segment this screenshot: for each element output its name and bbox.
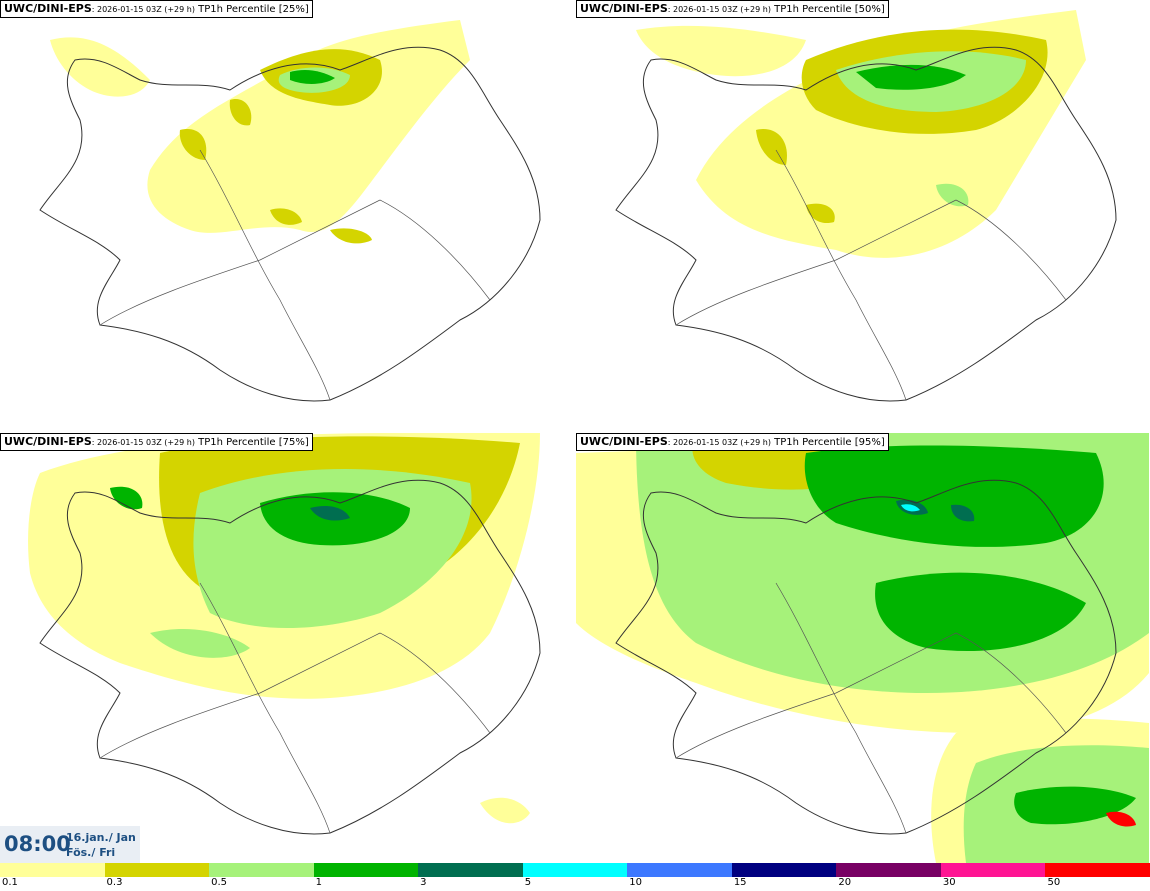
model-label: UWC/DINI-EPS: [580, 435, 668, 448]
map-panel-p75: UWC/DINI-EPS: 2026-01-15 03Z (+29 h) TP1…: [0, 433, 573, 863]
precip-map-p75: [28, 433, 541, 835]
run-label: : 2026-01-15 03Z (+29 h): [667, 5, 771, 14]
precip-field: [576, 433, 1149, 863]
road-network: [675, 582, 1067, 834]
run-label: : 2026-01-15 03Z (+29 h): [91, 5, 195, 14]
valid-date-line1: 16.jan./ Jan: [66, 831, 136, 844]
iceland-coastline: [39, 479, 541, 835]
precip-field: [636, 10, 1086, 258]
panel-title-p25: UWC/DINI-EPS: 2026-01-15 03Z (+29 h) TP1…: [0, 0, 313, 18]
colorbar-swatch: [940, 863, 1046, 877]
colorbar-swatch: [522, 863, 628, 877]
road-network: [675, 149, 1067, 401]
colorbar-tick-label: 3: [420, 877, 427, 888]
precip-field-south: [480, 797, 530, 824]
precip-colorbar: [0, 863, 1150, 877]
colorbar-swatch: [0, 863, 105, 877]
panel-title-p75: UWC/DINI-EPS: 2026-01-15 03Z (+29 h) TP1…: [0, 433, 313, 451]
colorbar-tick-label: 15: [733, 877, 747, 888]
valid-date: 16.jan./ Jan Fös./ Fri: [66, 830, 136, 860]
iceland-coastline: [39, 46, 541, 402]
product-label: TP1h Percentile [25%]: [198, 4, 309, 15]
colorbar-swatch: [731, 863, 837, 877]
colorbar-swatch: [627, 863, 732, 877]
precip-map-p95: [576, 433, 1149, 863]
map-panel-p95: UWC/DINI-EPS: 2026-01-15 03Z (+29 h) TP1…: [576, 433, 1149, 863]
colorbar-tick-label: 10: [629, 877, 642, 888]
precip-field: [28, 433, 540, 699]
road-network: [99, 582, 491, 834]
colorbar-tick-label: 0.3: [106, 877, 123, 888]
run-label: : 2026-01-15 03Z (+29 h): [91, 438, 195, 447]
precip-map-p25: [39, 20, 541, 402]
map-panel-p50: UWC/DINI-EPS: 2026-01-15 03Z (+29 h) TP1…: [576, 0, 1149, 430]
colorbar-tick-label: 0.1: [2, 877, 18, 888]
valid-time: 08:00: [4, 832, 71, 856]
model-label: UWC/DINI-EPS: [580, 2, 668, 15]
colorbar-tick-label: 5: [524, 877, 532, 888]
valid-time-box: 08:00 16.jan./ Jan Fös./ Fri: [0, 826, 140, 863]
iceland-coastline: [615, 479, 1117, 835]
colorbar-tick-label: 1: [315, 877, 322, 888]
colorbar-swatch: [1045, 863, 1150, 877]
colorbar-tick-label: 20: [838, 877, 852, 888]
model-label: UWC/DINI-EPS: [4, 435, 92, 448]
product-label: TP1h Percentile [75%]: [198, 437, 309, 448]
panel-title-p50: UWC/DINI-EPS: 2026-01-15 03Z (+29 h) TP1…: [576, 0, 889, 18]
colorbar-tick-label: 30: [942, 877, 956, 888]
iceland-coastline: [615, 46, 1117, 402]
panel-title-p95: UWC/DINI-EPS: 2026-01-15 03Z (+29 h) TP1…: [576, 433, 889, 451]
precip-field: [50, 20, 471, 244]
colorbar-ticks: 0.1 0.3 0.5 1 3 5 10 15 20 30 50: [0, 877, 1150, 891]
colorbar-swatch: [418, 863, 523, 877]
product-label: TP1h Percentile [95%]: [774, 437, 885, 448]
colorbar-tick-label: 0.5: [211, 877, 227, 888]
map-panel-p25: UWC/DINI-EPS: 2026-01-15 03Z (+29 h) TP1…: [0, 0, 573, 430]
colorbar-swatch: [209, 863, 314, 877]
valid-date-line2: Fös./ Fri: [66, 846, 116, 859]
precip-map-p50: [615, 10, 1117, 402]
road-network: [99, 149, 491, 401]
colorbar-tick-label: 50: [1047, 877, 1061, 888]
run-label: : 2026-01-15 03Z (+29 h): [667, 438, 771, 447]
colorbar-swatch: [836, 863, 941, 877]
colorbar-swatch: [313, 863, 419, 877]
product-label: TP1h Percentile [50%]: [774, 4, 885, 15]
model-label: UWC/DINI-EPS: [4, 2, 92, 15]
colorbar-swatch: [104, 863, 210, 877]
